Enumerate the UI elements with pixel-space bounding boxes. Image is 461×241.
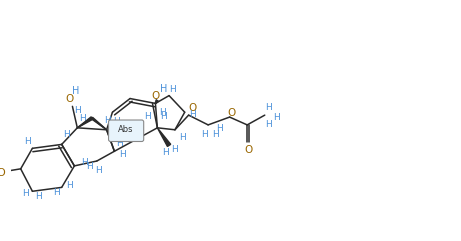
Polygon shape — [77, 117, 93, 128]
Text: H: H — [213, 130, 219, 139]
Text: H: H — [144, 112, 151, 120]
Text: Abs: Abs — [118, 125, 134, 134]
Text: H: H — [113, 117, 120, 127]
FancyBboxPatch shape — [108, 120, 144, 141]
Text: O: O — [65, 94, 74, 104]
Text: H: H — [53, 188, 60, 197]
Text: H: H — [189, 110, 196, 119]
Text: H: H — [171, 145, 178, 154]
Text: H: H — [265, 103, 272, 112]
Text: O: O — [189, 103, 197, 113]
Text: H: H — [35, 192, 41, 201]
Text: H: H — [179, 133, 186, 142]
Text: H: H — [201, 130, 207, 139]
Text: H: H — [86, 162, 92, 171]
Text: H: H — [170, 85, 177, 94]
Text: H: H — [24, 137, 31, 146]
Text: H: H — [217, 124, 223, 133]
Text: H: H — [116, 139, 123, 148]
Text: H: H — [273, 113, 280, 121]
Text: H: H — [79, 114, 86, 123]
Polygon shape — [91, 117, 106, 130]
Text: H: H — [160, 84, 167, 94]
Text: H: H — [66, 181, 73, 190]
Text: H: H — [74, 106, 81, 115]
Text: H: H — [159, 108, 165, 117]
Text: O: O — [151, 91, 160, 100]
Text: O: O — [244, 145, 252, 155]
Text: O: O — [0, 168, 6, 178]
Text: H: H — [265, 120, 272, 129]
Text: H: H — [104, 115, 111, 125]
Text: H: H — [71, 86, 79, 96]
Text: O: O — [227, 108, 236, 118]
Text: H: H — [119, 150, 125, 159]
Text: H: H — [22, 189, 29, 198]
Text: H: H — [162, 148, 169, 157]
Text: H: H — [160, 112, 166, 120]
Text: H: H — [63, 130, 70, 139]
Text: H: H — [95, 166, 102, 175]
Text: H: H — [81, 159, 88, 167]
Polygon shape — [157, 128, 171, 147]
